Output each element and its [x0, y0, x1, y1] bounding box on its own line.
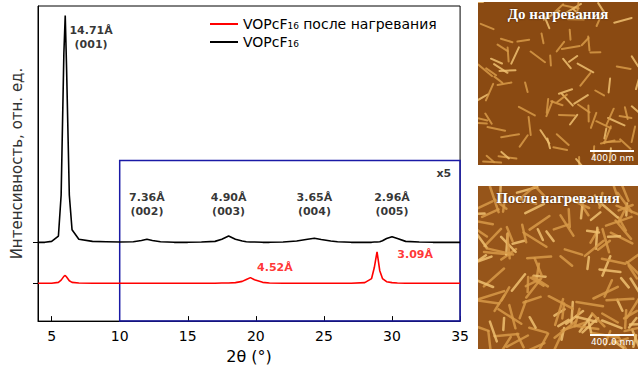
svg-text:x5: x5 — [436, 167, 451, 180]
svg-text:(004): (004) — [298, 205, 331, 218]
html-text:После нагревания: После нагревания — [496, 190, 620, 206]
svg-text:20: 20 — [247, 328, 265, 344]
svg-text:VOPcF₁₆: VOPcF₁₆ — [243, 34, 299, 50]
svg-text:2θ (°): 2θ (°) — [226, 347, 272, 366]
svg-text:5: 5 — [47, 328, 56, 344]
svg-text:4.90Å: 4.90Å — [211, 191, 247, 204]
svg-text:(002): (002) — [130, 205, 163, 218]
html-text:400.0 nm: 400.0 nm — [590, 153, 634, 163]
svg-text:(005): (005) — [375, 205, 408, 218]
svg-text:3.65Å: 3.65Å — [297, 191, 333, 204]
svg-text:(001): (001) — [75, 38, 108, 51]
svg-text:14.71Å: 14.71Å — [69, 24, 113, 37]
svg-text:VOPcF₁₆ после нагревания: VOPcF₁₆ после нагревания — [243, 16, 437, 32]
svg-text:25: 25 — [315, 328, 333, 344]
svg-text:4.52Å: 4.52Å — [257, 261, 293, 274]
svg-text:Интенсивность, отн. ед.: Интенсивность, отн. ед. — [8, 68, 26, 260]
svg-text:10: 10 — [111, 328, 129, 344]
svg-text:15: 15 — [179, 328, 197, 344]
html-text:До нагревания: До нагревания — [507, 6, 609, 22]
html-text:400.0 nm: 400.0 nm — [590, 337, 634, 347]
svg-text:3.09Å: 3.09Å — [397, 248, 433, 261]
svg-text:7.36Å: 7.36Å — [129, 191, 165, 204]
svg-text:2.96Å: 2.96Å — [374, 191, 410, 204]
svg-text:30: 30 — [383, 328, 401, 344]
svg-text:35: 35 — [451, 328, 469, 344]
svg-text:(003): (003) — [212, 205, 245, 218]
